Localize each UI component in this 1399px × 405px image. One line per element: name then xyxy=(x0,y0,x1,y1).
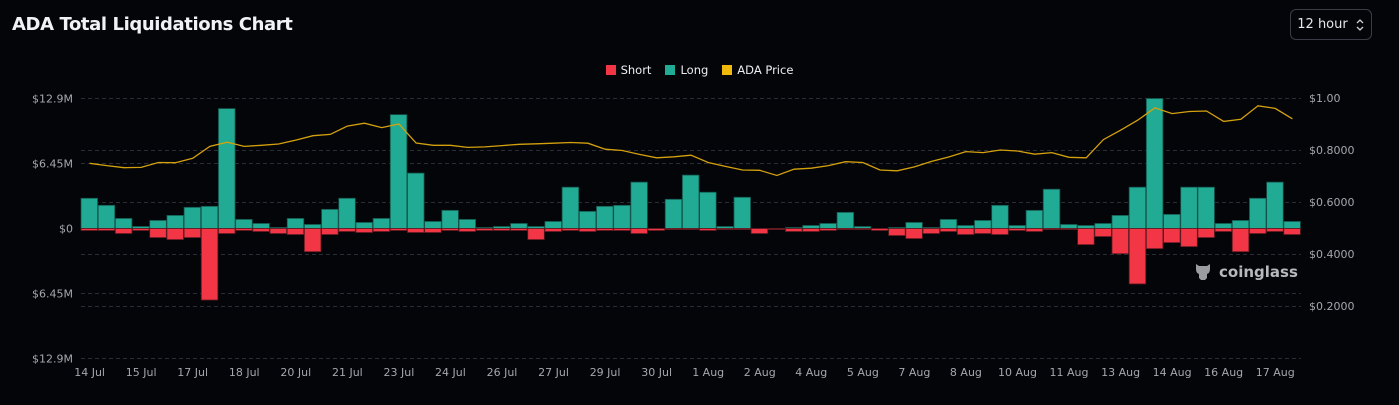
coinglass-logo-icon xyxy=(1196,264,1210,280)
svg-text:7 Aug: 7 Aug xyxy=(898,366,930,379)
x-axis: 14 Jul 15 Jul 17 Jul 18 Jul 20 Jul 21 Jul 23 J… xyxy=(74,366,1295,379)
svg-text:26 Jul: 26 Jul xyxy=(487,366,518,379)
svg-text:14 Aug: 14 Aug xyxy=(1153,366,1192,379)
svg-text:13 Aug: 13 Aug xyxy=(1101,366,1140,379)
svg-text:2 Aug: 2 Aug xyxy=(744,366,776,379)
legend-label-long: Long xyxy=(680,63,709,77)
left-y-axis: $12.9M $6.45M $0 $6.45M $12.9M xyxy=(32,93,73,366)
coinglass-watermark: coinglass xyxy=(1193,261,1298,283)
svg-text:$6.45M: $6.45M xyxy=(32,288,73,301)
svg-text:5 Aug: 5 Aug xyxy=(847,366,879,379)
legend-item-short[interactable]: Short xyxy=(605,63,652,77)
legend-swatch-short xyxy=(605,65,616,75)
legend-swatch-ada-price xyxy=(722,65,733,75)
svg-text:15 Jul: 15 Jul xyxy=(126,366,157,379)
svg-text:11 Aug: 11 Aug xyxy=(1050,366,1089,379)
svg-text:$12.9M: $12.9M xyxy=(32,93,73,106)
interval-select[interactable]: 12 hour xyxy=(1290,9,1372,40)
svg-text:$12.9M: $12.9M xyxy=(32,353,73,366)
chevron-up-down-icon xyxy=(1355,18,1365,32)
chart-legend: Short Long ADA Price xyxy=(0,63,1399,77)
svg-text:$0.6000: $0.6000 xyxy=(1309,196,1355,209)
page-title: ADA Total Liquidations Chart xyxy=(12,14,293,35)
legend-label-ada-price: ADA Price xyxy=(737,63,794,77)
bar-series xyxy=(80,98,1301,301)
svg-text:$0.2000: $0.2000 xyxy=(1309,300,1355,313)
svg-text:23 Jul: 23 Jul xyxy=(384,366,415,379)
right-y-axis: $1.00 $0.8000 $0.6000 $0.4000 $0.2000 xyxy=(1309,92,1355,313)
interval-select-value: 12 hour xyxy=(1297,17,1348,32)
svg-text:4 Aug: 4 Aug xyxy=(795,366,827,379)
svg-text:27 Jul: 27 Jul xyxy=(538,366,569,379)
svg-text:14 Jul: 14 Jul xyxy=(74,366,105,379)
svg-text:8 Aug: 8 Aug xyxy=(950,366,982,379)
svg-text:$0.8000: $0.8000 xyxy=(1309,144,1355,157)
svg-text:$0: $0 xyxy=(59,223,73,236)
legend-label-short: Short xyxy=(620,63,652,77)
ada-price-line xyxy=(89,105,1293,177)
svg-text:16 Aug: 16 Aug xyxy=(1204,366,1243,379)
legend-item-ada-price[interactable]: ADA Price xyxy=(722,63,793,77)
svg-text:1 Aug: 1 Aug xyxy=(692,366,724,379)
svg-text:20 Jul: 20 Jul xyxy=(280,366,311,379)
legend-item-long[interactable]: Long xyxy=(665,63,708,77)
svg-text:17 Aug: 17 Aug xyxy=(1256,366,1295,379)
svg-text:10 Aug: 10 Aug xyxy=(998,366,1037,379)
watermark-text: coinglass xyxy=(1219,263,1298,281)
svg-text:24 Jul: 24 Jul xyxy=(435,366,466,379)
svg-text:29 Jul: 29 Jul xyxy=(590,366,621,379)
svg-text:18 Jul: 18 Jul xyxy=(229,366,260,379)
svg-text:17 Jul: 17 Jul xyxy=(177,366,208,379)
svg-text:$6.45M: $6.45M xyxy=(32,158,73,171)
svg-text:$1.00: $1.00 xyxy=(1309,92,1341,105)
svg-text:30 Jul: 30 Jul xyxy=(641,366,672,379)
legend-swatch-long xyxy=(665,65,676,75)
svg-text:21 Jul: 21 Jul xyxy=(332,366,363,379)
svg-text:$0.4000: $0.4000 xyxy=(1309,248,1355,261)
